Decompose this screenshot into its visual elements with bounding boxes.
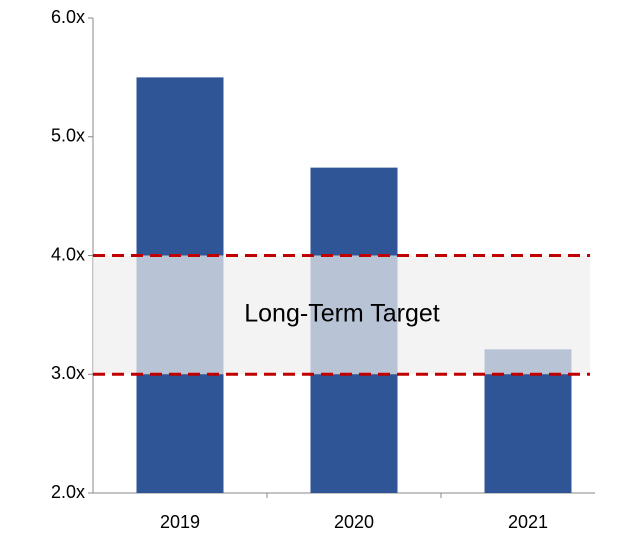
target-band bbox=[93, 255, 590, 375]
annotation: Long-Term Target bbox=[244, 299, 440, 327]
x-tick-label: 2019 bbox=[160, 512, 200, 532]
x-tick-label: 2020 bbox=[334, 512, 374, 532]
x-tick-label: 2021 bbox=[508, 512, 548, 532]
y-tick-label: 3.0x bbox=[51, 363, 85, 383]
y-tick-label: 2.0x bbox=[51, 482, 85, 502]
y-tick-label: 5.0x bbox=[51, 126, 85, 146]
y-tick-label: 6.0x bbox=[51, 7, 85, 27]
y-tick-label: 4.0x bbox=[51, 244, 85, 264]
